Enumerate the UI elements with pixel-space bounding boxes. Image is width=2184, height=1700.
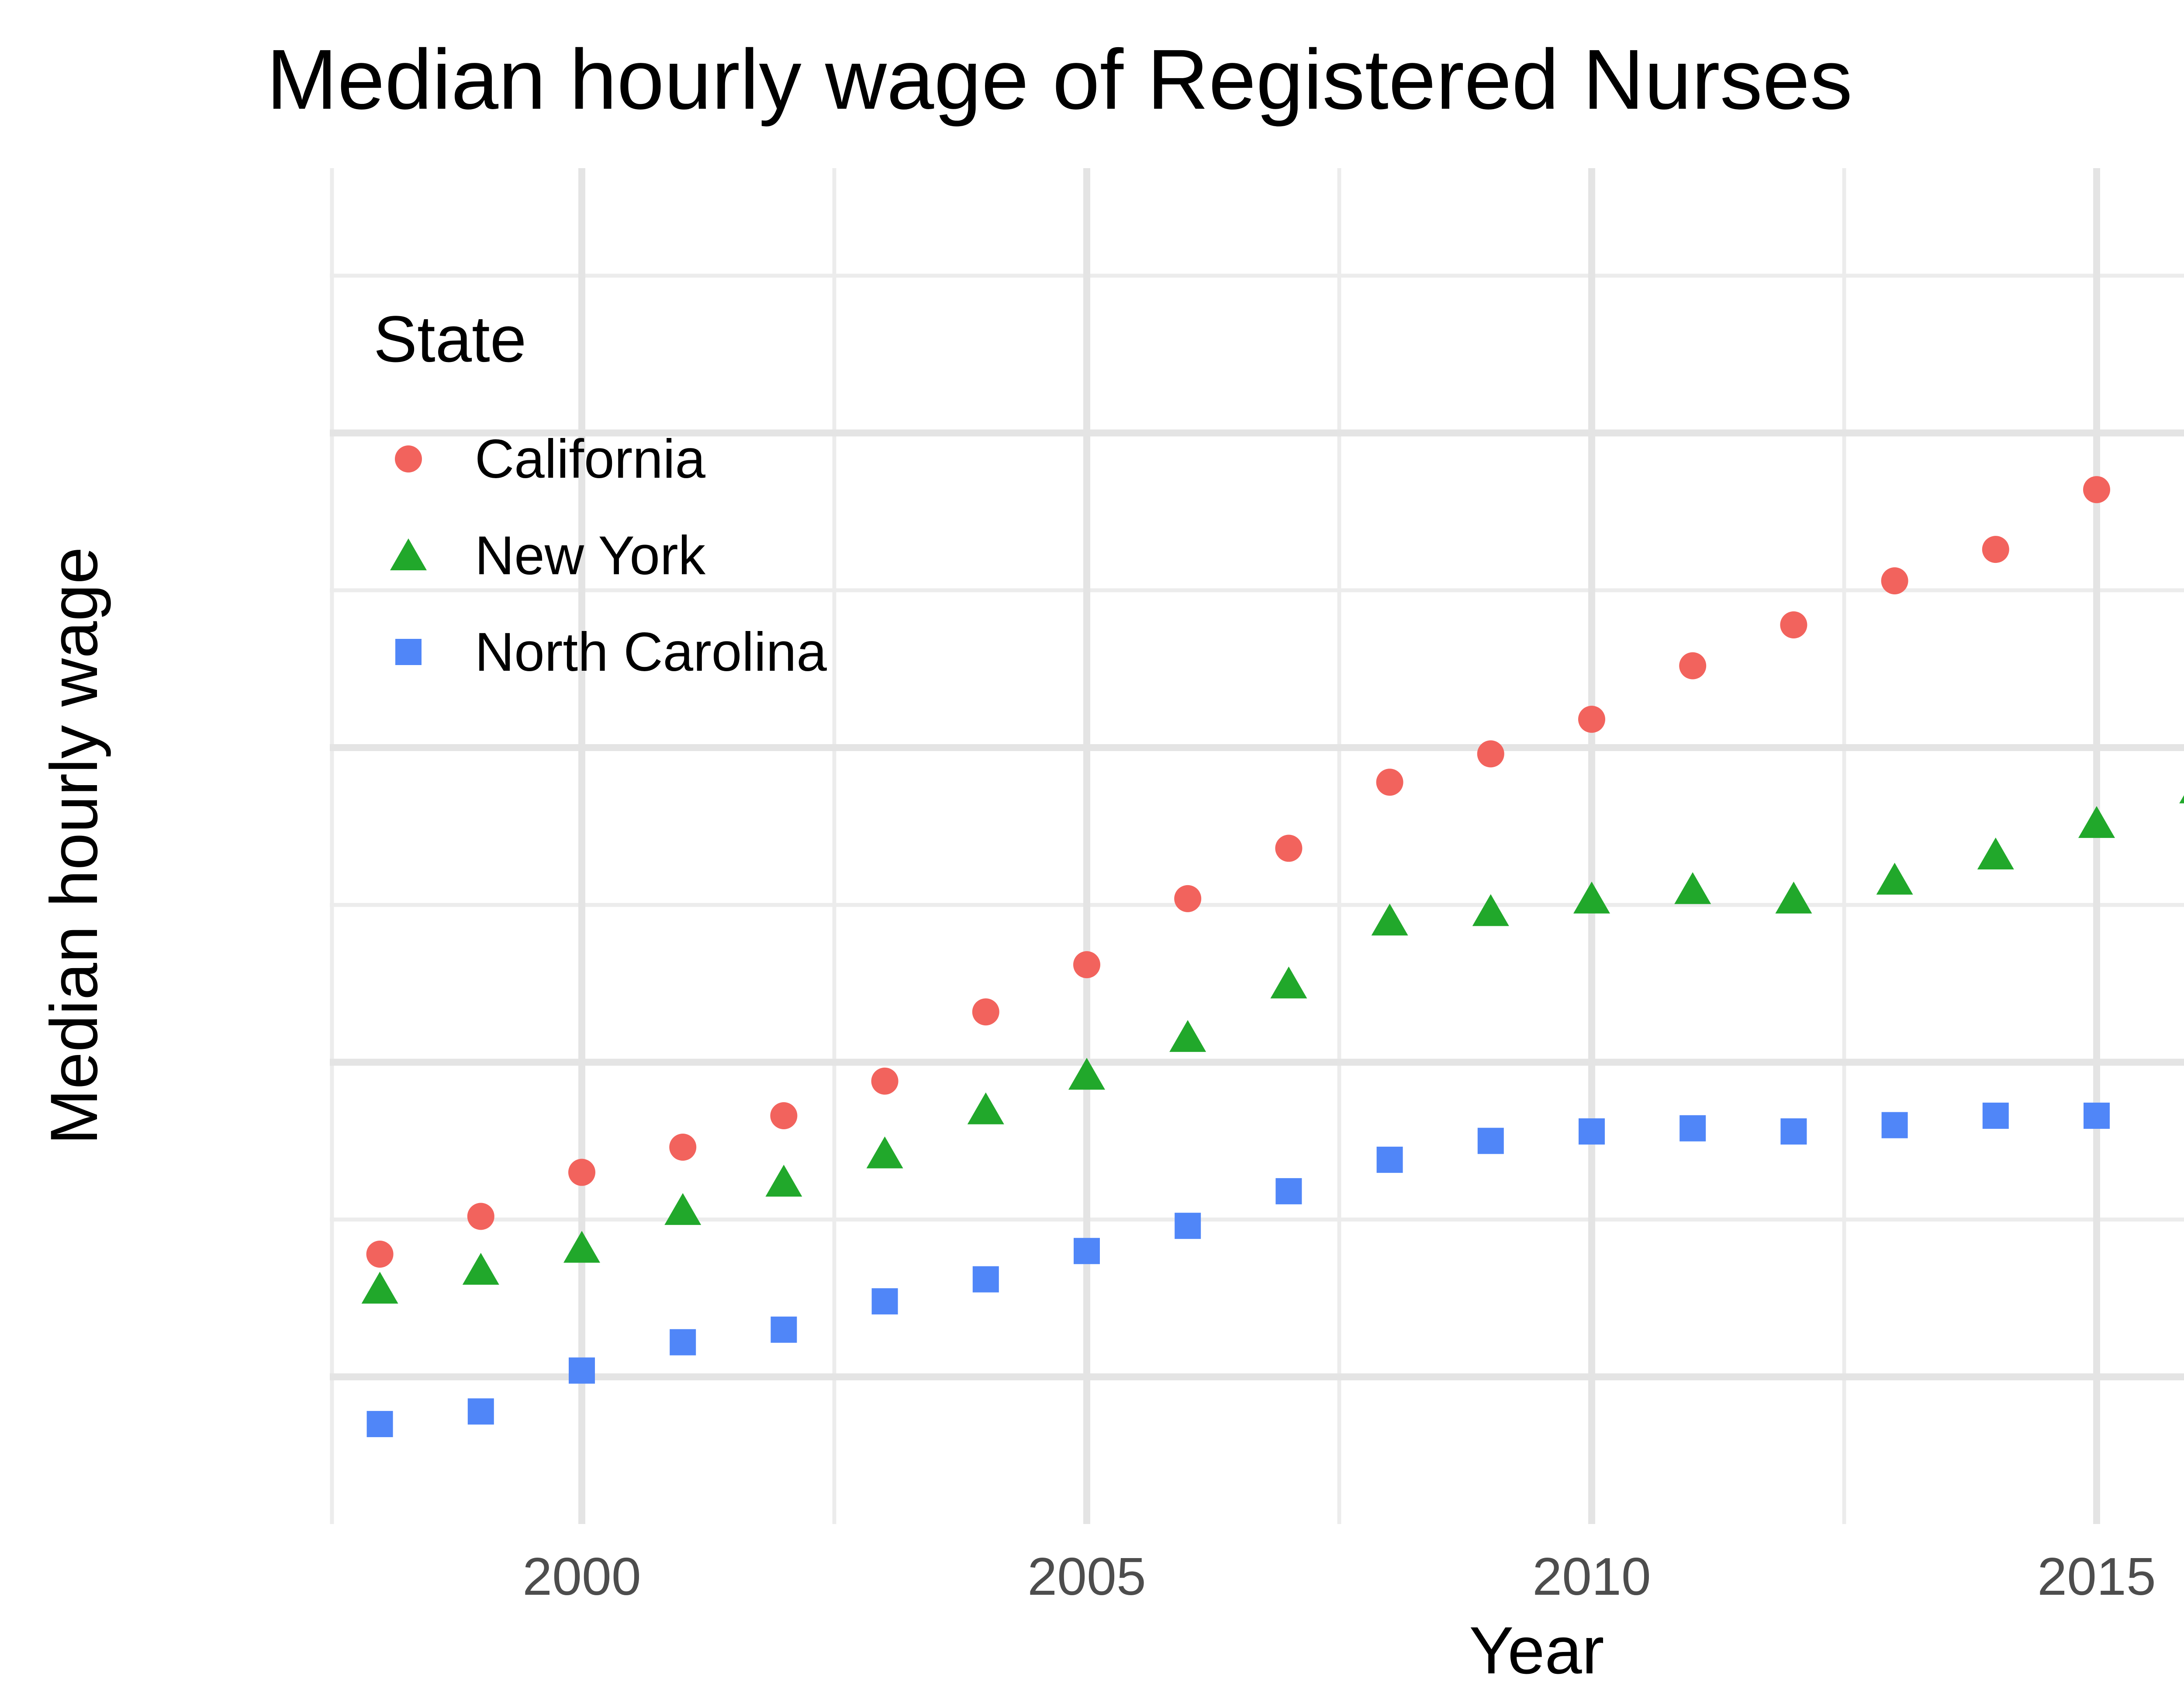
triangle-icon (373, 521, 443, 590)
legend-entry-label: New York (475, 525, 706, 586)
point-california-2008 (1376, 769, 1403, 796)
point-north-carolina-2014 (1982, 1102, 2009, 1129)
point-new-york-2012 (1775, 881, 1812, 914)
point-california-2011 (1679, 652, 1707, 679)
point-new-york-2016 (2179, 795, 2184, 803)
point-california-2013 (1881, 567, 1908, 595)
point-california-2002 (770, 1102, 798, 1129)
point-new-york-2013 (1876, 862, 1913, 895)
point-new-york-2005 (1068, 1058, 1105, 1090)
point-california-1998 (366, 1241, 394, 1268)
circle-icon (373, 424, 443, 494)
point-new-york-2004 (967, 1092, 1004, 1124)
point-new-york-2009 (1472, 894, 1509, 926)
x-axis-title: Year (1469, 1613, 1604, 1688)
point-new-york-2007 (1270, 966, 1307, 999)
legend-entry-label: California (475, 428, 706, 490)
legend: State California New York North Carolina (373, 301, 1029, 683)
legend-entry-label: North Carolina (475, 621, 827, 683)
point-north-carolina-2015 (2084, 1102, 2110, 1129)
square-icon (373, 617, 443, 687)
point-north-carolina-2011 (1679, 1115, 1706, 1141)
point-new-york-2015 (2078, 806, 2115, 838)
point-california-2005 (1073, 951, 1100, 979)
point-california-2012 (1780, 611, 1807, 639)
point-north-carolina-2010 (1579, 1118, 1605, 1145)
point-north-carolina-2013 (1881, 1112, 1908, 1138)
point-north-carolina-2005 (1074, 1238, 1100, 1264)
point-new-york-2003 (866, 1136, 903, 1169)
chart-title: Median hourly wage of Registered Nurses (266, 32, 1853, 127)
x-tick-label: 2015 (2037, 1547, 2156, 1606)
point-new-york-1999 (462, 1253, 499, 1285)
point-new-york-1998 (361, 1272, 398, 1304)
point-california-2004 (972, 998, 999, 1026)
point-north-carolina-2007 (1275, 1178, 1302, 1204)
point-california-2007 (1275, 834, 1303, 862)
point-new-york-2001 (664, 1193, 702, 1225)
point-north-carolina-1998 (366, 1411, 393, 1438)
point-north-carolina-2004 (972, 1266, 999, 1293)
legend-title: State (373, 302, 527, 376)
point-north-carolina-2000 (569, 1357, 595, 1384)
legend-entry-north-carolina: North Carolina (373, 603, 827, 700)
x-tick-label: 2000 (522, 1547, 641, 1606)
point-new-york-2002 (765, 1165, 802, 1197)
legend-entry-new-york: New York (373, 507, 705, 604)
point-california-2010 (1578, 706, 1605, 733)
point-california-2009 (1477, 740, 1504, 768)
point-north-carolina-2003 (871, 1288, 898, 1315)
point-new-york-2000 (563, 1231, 600, 1263)
point-north-carolina-2002 (771, 1316, 797, 1343)
point-north-carolina-2009 (1477, 1128, 1504, 1154)
point-north-carolina-2006 (1175, 1213, 1201, 1239)
point-north-carolina-1999 (467, 1398, 494, 1425)
point-california-2014 (1982, 536, 2009, 563)
point-california-2001 (669, 1134, 697, 1161)
legend-entry-california: California (373, 410, 705, 507)
point-new-york-2014 (1977, 837, 2014, 869)
point-north-carolina-2001 (670, 1329, 696, 1355)
point-california-1999 (467, 1203, 494, 1230)
x-tick-label: 2005 (1027, 1547, 1146, 1606)
point-new-york-2010 (1573, 881, 1610, 914)
point-california-2000 (568, 1159, 595, 1186)
point-north-carolina-2008 (1376, 1146, 1403, 1173)
point-north-carolina-2012 (1780, 1118, 1807, 1145)
point-california-2003 (871, 1067, 898, 1095)
x-tick-label: 2010 (1532, 1547, 1651, 1606)
point-new-york-2011 (1674, 872, 1711, 904)
point-california-2006 (1174, 885, 1202, 912)
point-new-york-2008 (1371, 903, 1408, 936)
point-new-york-2006 (1169, 1020, 1206, 1052)
point-california-2015 (2083, 476, 2110, 503)
